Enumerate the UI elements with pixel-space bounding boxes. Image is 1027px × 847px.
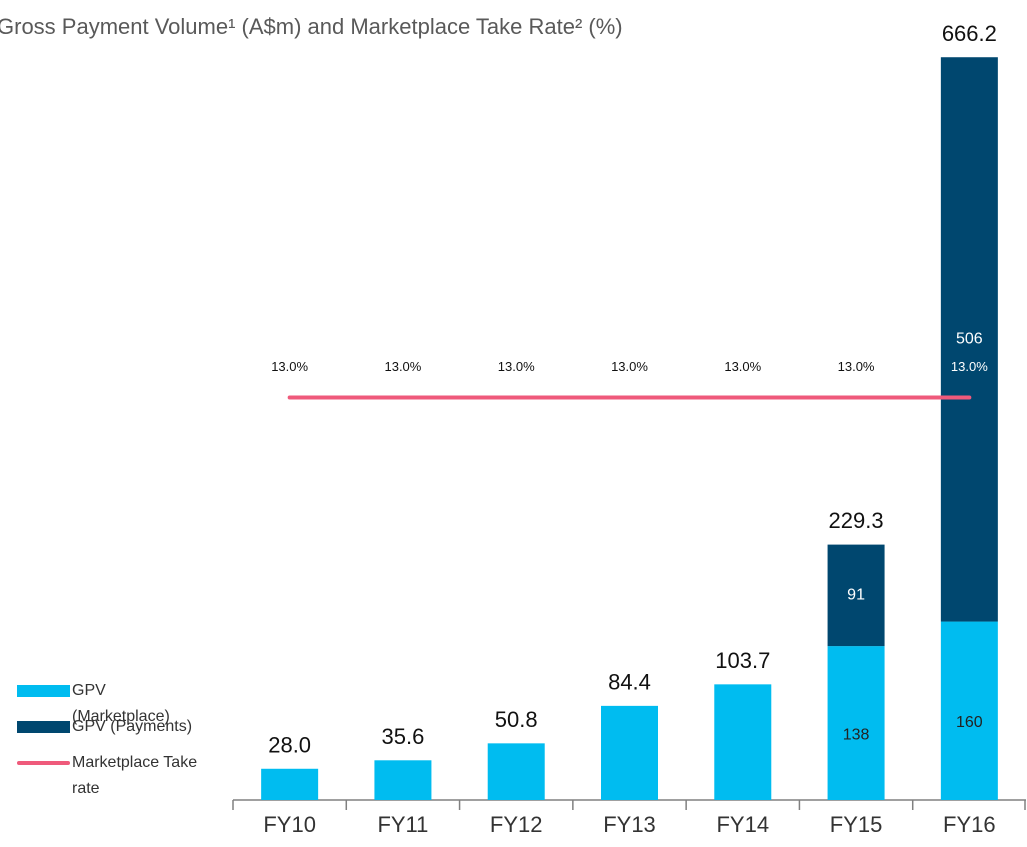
x-tick-label: FY15	[830, 812, 883, 837]
total-label: 35.6	[382, 724, 425, 749]
bar-segment	[487, 743, 545, 800]
line-label: 13.0%	[611, 359, 648, 374]
line-label: 13.0%	[384, 359, 421, 374]
legend-label: GPV (Payments)	[72, 718, 193, 735]
line-label: 13.0%	[724, 359, 761, 374]
x-tick-label: FY16	[943, 812, 996, 837]
x-tick-label: FY13	[603, 812, 656, 837]
legend-label: GPV (Marketplace)	[72, 682, 170, 725]
total-label: 103.7	[715, 648, 770, 673]
x-tick-label: FY14	[716, 812, 769, 837]
bar-segment	[374, 760, 432, 800]
segment-label: 91	[847, 587, 865, 604]
total-label: 666.2	[942, 21, 997, 46]
legend-swatch	[17, 685, 70, 697]
total-label: 229.3	[829, 508, 884, 533]
bar-segment	[601, 705, 658, 800]
legend-swatch	[17, 761, 70, 765]
line-label: 13.0%	[951, 359, 988, 374]
segment-label: 506	[956, 331, 983, 348]
x-tick-label: FY12	[490, 812, 543, 837]
bar-segment	[940, 57, 998, 622]
chart-title: Gross Payment Volume¹ (A$m) and Marketpl…	[0, 14, 623, 39]
line-label: 13.0%	[838, 359, 875, 374]
x-tick-label: FY11	[377, 812, 428, 837]
total-label: 84.4	[608, 670, 651, 695]
segment-label: 160	[956, 714, 983, 731]
segment-label: 138	[843, 726, 870, 743]
line-label: 13.0%	[498, 359, 535, 374]
bar-segment	[827, 544, 885, 647]
legend-label: Marketplace Take rate	[72, 754, 198, 797]
bar-segment	[940, 621, 998, 800]
bar-segment	[714, 684, 772, 800]
legend-swatch	[17, 721, 70, 733]
bar-segment	[261, 768, 319, 800]
total-label: 28.0	[268, 733, 311, 758]
x-tick-label: FY10	[263, 812, 316, 837]
bar-segment	[827, 646, 885, 800]
line-label: 13.0%	[271, 359, 308, 374]
total-label: 50.8	[495, 707, 538, 732]
